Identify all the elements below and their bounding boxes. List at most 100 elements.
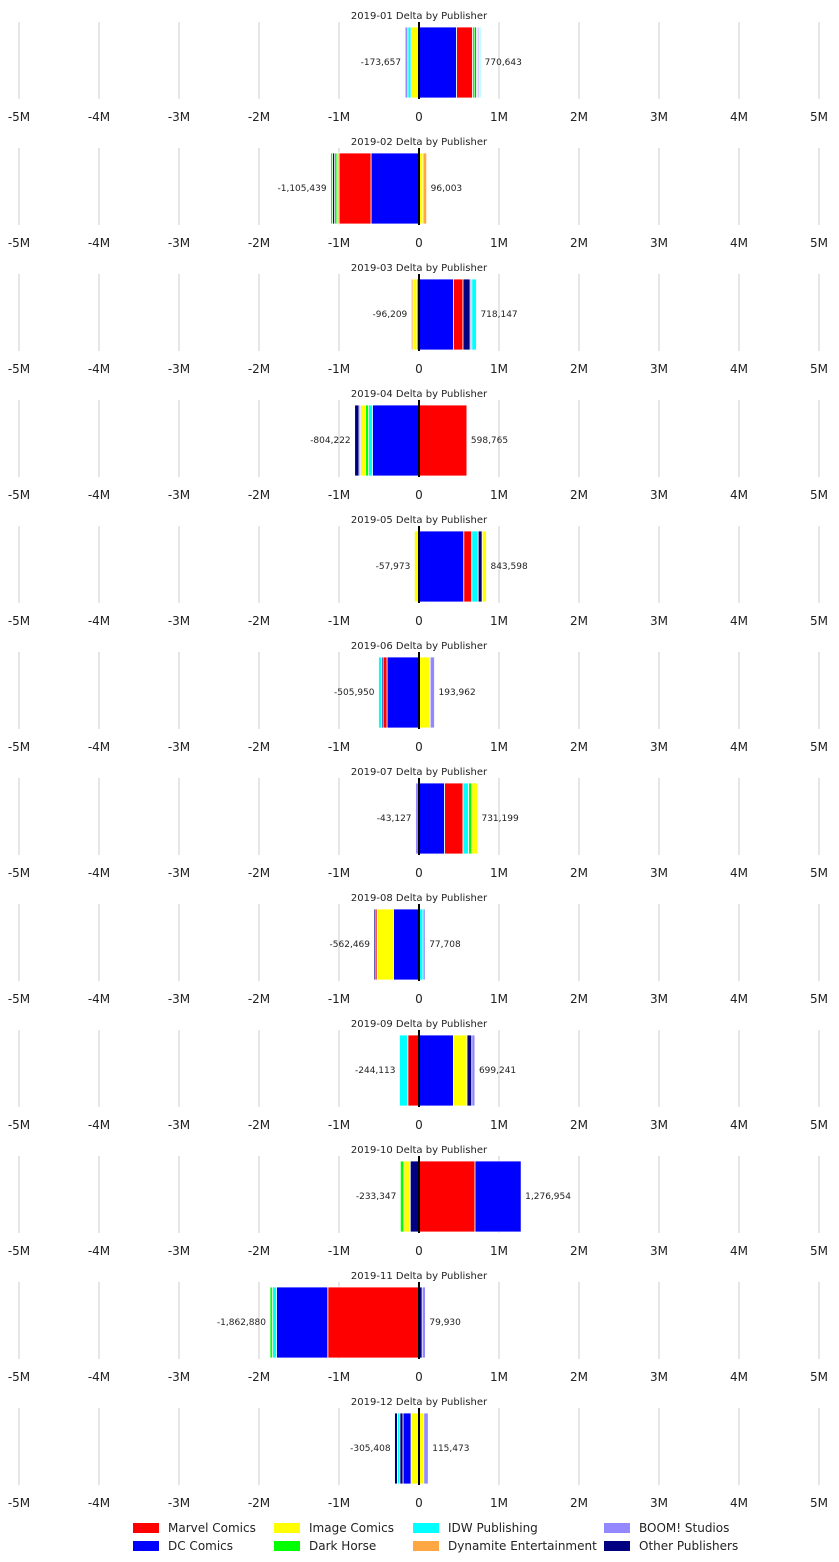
chart-svg: 2019-01 Delta by Publisher -5M -4M -3M -2M -1… xyxy=(8,11,828,1510)
panel-3: 2019-03 Delta by Publisher -5M -4M -3M -2M -1… xyxy=(8,263,828,376)
bar-segment xyxy=(354,404,360,477)
x-tick-label: -4M xyxy=(88,866,110,880)
x-tick-label: -1M xyxy=(328,362,350,376)
chart-legend: Marvel Comics Image Comics IDW Publishing B… xyxy=(0,1514,839,1560)
bar-segment xyxy=(471,1034,476,1107)
x-tick-label: 4M xyxy=(730,866,748,880)
x-tick-label: 3M xyxy=(650,236,668,250)
bar-segment xyxy=(269,1286,274,1359)
x-tick-label: 2M xyxy=(570,866,588,880)
x-tick-label: 4M xyxy=(730,488,748,502)
x-tick-label: -2M xyxy=(248,1370,270,1384)
x-tick-label: -5M xyxy=(8,1496,30,1510)
panel-title: 2019-10 Delta by Publisher xyxy=(351,1145,488,1156)
legend-label: Other Publishers xyxy=(639,1539,739,1553)
panel-5: 2019-05 Delta by Publisher -5M -4M -3M -2M -1… xyxy=(8,515,828,628)
x-tick-label: -3M xyxy=(168,1370,190,1384)
panel-7: 2019-07 Delta by Publisher -5M -4M -3M -2M -1… xyxy=(8,767,828,880)
panel-title: 2019-12 Delta by Publisher xyxy=(351,1397,488,1408)
bar-segment xyxy=(412,278,418,351)
x-tick-label: 3M xyxy=(650,992,668,1006)
x-tick-label: 2M xyxy=(570,1496,588,1510)
negative-total-label: -505,950 xyxy=(334,688,375,698)
negative-total-label: -96,209 xyxy=(373,310,408,320)
bar-segment xyxy=(463,530,473,603)
x-tick-label: -4M xyxy=(88,1118,110,1132)
bar-segment xyxy=(392,908,420,981)
x-tick-label: 2M xyxy=(570,740,588,754)
bar-segment xyxy=(394,1412,398,1485)
x-tick-label: 0 xyxy=(415,992,423,1006)
legend-swatch xyxy=(604,1541,630,1551)
x-tick-label: -3M xyxy=(168,236,190,250)
x-tick-label: 5M xyxy=(810,362,828,376)
x-tick-label: -1M xyxy=(328,614,350,628)
legend-item: Dynamite Entertainment xyxy=(413,1537,597,1555)
positive-total-label: 731,199 xyxy=(481,814,518,824)
bar-segment xyxy=(409,1160,420,1233)
positive-total-label: 699,241 xyxy=(479,1066,516,1076)
x-tick-label: 0 xyxy=(415,362,423,376)
legend-item: DC Comics xyxy=(133,1537,233,1555)
x-tick-label: 4M xyxy=(730,1370,748,1384)
bar-segment xyxy=(478,26,482,99)
x-tick-label: -5M xyxy=(8,1370,30,1384)
bar-segment xyxy=(462,782,469,855)
x-tick-label: 3M xyxy=(650,866,668,880)
x-tick-label: 5M xyxy=(810,866,828,880)
positive-total-label: 770,643 xyxy=(485,58,522,68)
x-tick-label: 2M xyxy=(570,1118,588,1132)
bar-segment xyxy=(422,908,426,981)
x-tick-label: -4M xyxy=(88,362,110,376)
negative-total-label: -43,127 xyxy=(377,814,412,824)
bar-segment xyxy=(474,1160,522,1233)
bar-segment xyxy=(410,1412,420,1485)
x-tick-label: 0 xyxy=(415,1244,423,1258)
x-tick-label: 5M xyxy=(810,1118,828,1132)
bar-segment xyxy=(466,1034,473,1107)
x-tick-label: 5M xyxy=(810,236,828,250)
legend-swatch xyxy=(604,1523,630,1533)
x-tick-label: 3M xyxy=(650,488,668,502)
negative-total-label: -305,408 xyxy=(350,1444,391,1454)
x-tick-label: 3M xyxy=(650,1496,668,1510)
bar-segment xyxy=(452,1034,468,1107)
bar-segment xyxy=(452,278,464,351)
legend-label: DC Comics xyxy=(168,1539,234,1553)
x-tick-label: 2M xyxy=(570,614,588,628)
panel-title: 2019-09 Delta by Publisher xyxy=(351,1019,488,1030)
x-tick-label: -3M xyxy=(168,488,190,502)
x-tick-label: -5M xyxy=(8,1244,30,1258)
x-tick-label: -4M xyxy=(88,740,110,754)
x-tick-label: 3M xyxy=(650,110,668,124)
x-tick-label: 3M xyxy=(650,1244,668,1258)
bar-segment xyxy=(276,1286,329,1359)
legend-item: Image Comics xyxy=(274,1519,394,1537)
bar-segment xyxy=(399,1412,404,1485)
bar-segment xyxy=(471,782,478,855)
x-tick-label: -3M xyxy=(168,1118,190,1132)
x-tick-label: -4M xyxy=(88,110,110,124)
bar-segment xyxy=(407,26,412,99)
panel-title: 2019-01 Delta by Publisher xyxy=(351,11,488,22)
x-tick-label: 1M xyxy=(490,992,508,1006)
bar-segment xyxy=(382,656,388,729)
positive-total-label: 843,598 xyxy=(490,562,527,572)
x-tick-label: -5M xyxy=(8,740,30,754)
x-tick-label: -4M xyxy=(88,488,110,502)
x-tick-label: 0 xyxy=(415,1370,423,1384)
x-tick-label: -2M xyxy=(248,362,270,376)
x-tick-label: -5M xyxy=(8,1118,30,1132)
x-tick-label: 1M xyxy=(490,1370,508,1384)
bar-segment xyxy=(404,26,409,99)
legend-swatch xyxy=(413,1523,439,1533)
bar-segment xyxy=(272,1286,278,1359)
panel-8: 2019-08 Delta by Publisher -5M -4M -3M -2M -1… xyxy=(8,893,828,1006)
x-tick-label: 1M xyxy=(490,488,508,502)
x-tick-label: 5M xyxy=(810,1244,828,1258)
legend-swatch xyxy=(133,1541,159,1551)
x-tick-label: 2M xyxy=(570,992,588,1006)
panel-10: 2019-10 Delta by Publisher -5M -4M -3M -2M -1… xyxy=(8,1145,828,1258)
x-tick-label: 4M xyxy=(730,110,748,124)
